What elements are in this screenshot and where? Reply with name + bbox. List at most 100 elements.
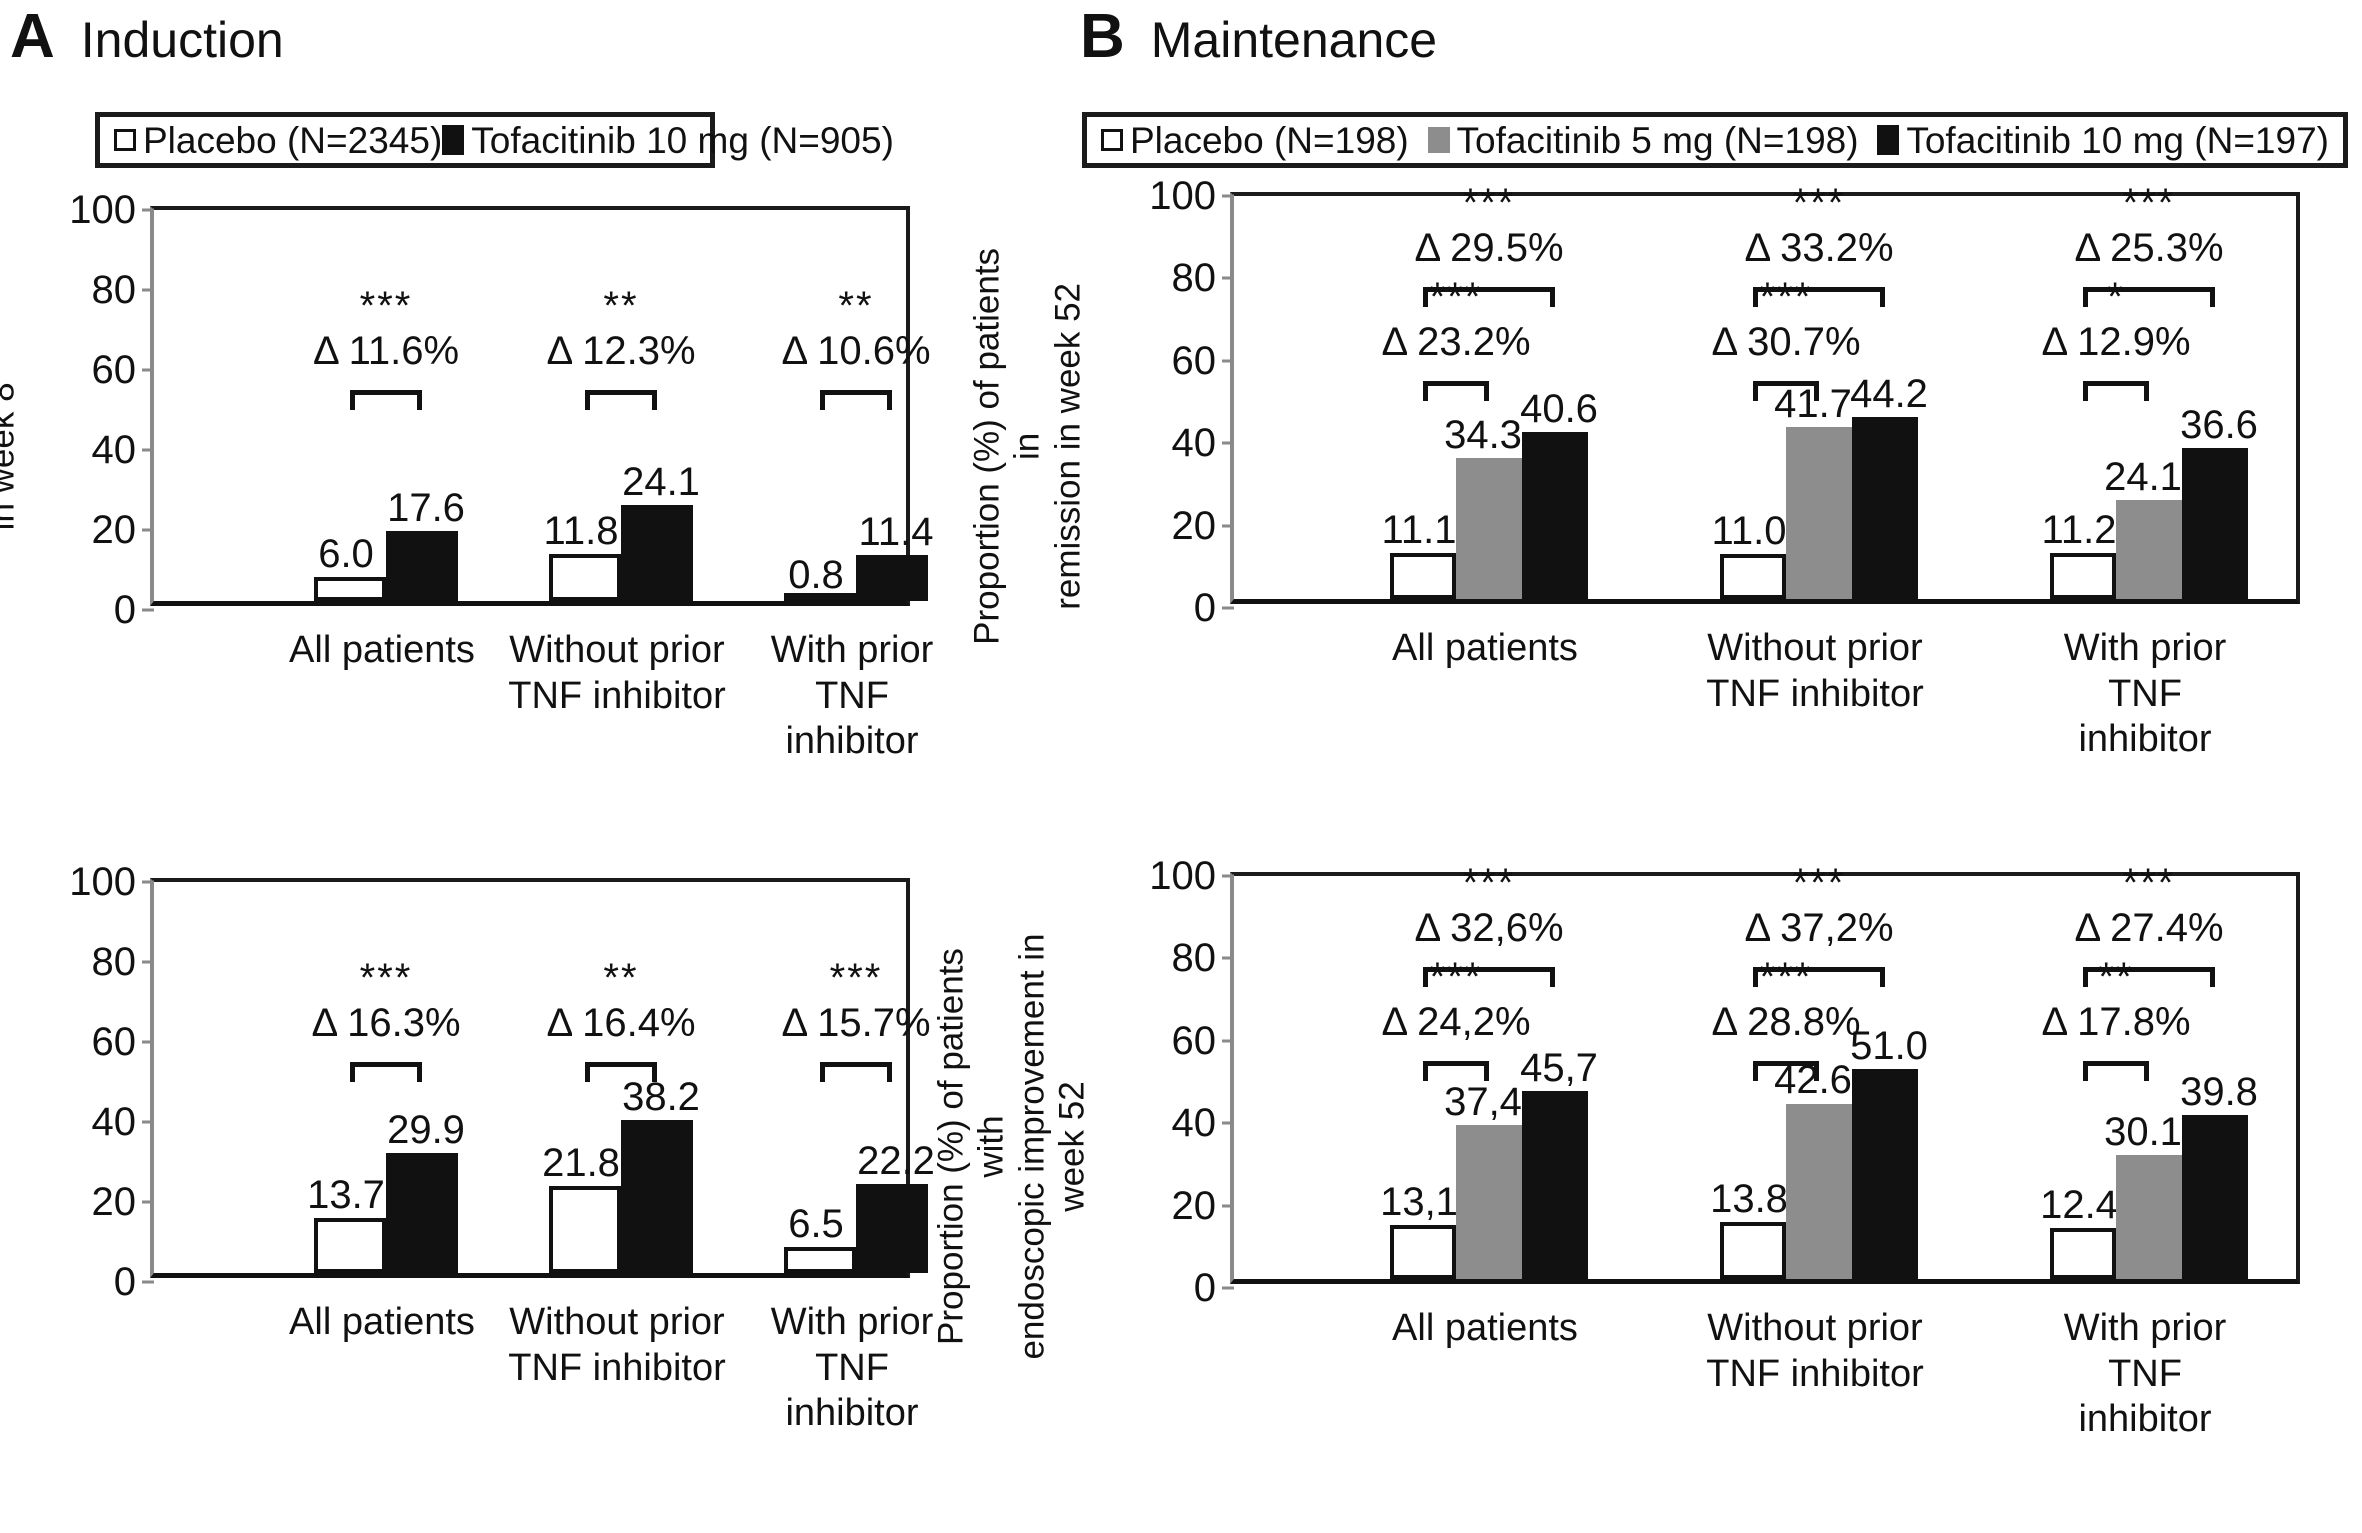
legend-swatch-black-icon (442, 125, 465, 155)
bar-tofa10 (1852, 1068, 1918, 1279)
y-axis-tick: 60 (92, 1022, 155, 1062)
significance-bracket (1423, 966, 1555, 987)
bar-tofa5 (2116, 1155, 2182, 1279)
significance-annotation: *** Δ 32,6% (1414, 863, 1563, 953)
y-axis-tick: 60 (1172, 1021, 1235, 1061)
significance-stars: *** (1462, 860, 1516, 905)
significance-stars: *** (1462, 180, 1516, 225)
bar-value-label: 11.1 (1381, 508, 1457, 553)
significance-bracket (1753, 1061, 1819, 1082)
legend-label: Placebo (N=2345) (143, 119, 443, 161)
bar-value-label: 12.4 (2040, 1182, 2118, 1227)
bar-value-label: 11.0 (1711, 508, 1787, 553)
bar-tofa10 (856, 555, 928, 601)
y-axis-tick: 100 (69, 862, 154, 902)
delta-value: Δ 12.3% (546, 329, 696, 373)
significance-bracket (2083, 966, 2215, 987)
y-axis-title: Proportion (%) of patients with endoscop… (931, 933, 1092, 1360)
significance-stars: *** (1792, 180, 1846, 225)
bar-value-label: 36.6 (2180, 403, 2258, 448)
legend-induction: Placebo (N=2345) Tofacitinib 10 mg (N=905… (95, 112, 894, 168)
legend-label: Tofacitinib 10 mg (N=197) (1906, 119, 2329, 161)
legend-item-0: Placebo (N=198) (1101, 122, 1409, 159)
bar-value-label: 40.6 (1520, 386, 1598, 431)
y-axis-tick: 20 (1172, 1186, 1235, 1226)
bar-tofa10 (1522, 1090, 1588, 1279)
bar-placebo (2050, 1227, 2116, 1279)
bar-placebo (1720, 553, 1786, 599)
delta-value: Δ 16.3% (311, 1001, 461, 1045)
significance-stars: ** (603, 284, 639, 328)
bar-tofa10 (1852, 416, 1918, 599)
plot-area: 0 20 40 60 80 100 13,1 37,4 45,7 13.8 42.6 51.0 12.4… (1149, 856, 2300, 1308)
x-axis-category: All patients (1392, 627, 1578, 669)
bar-placebo (549, 553, 621, 601)
delta-value: Δ 17.8% (2041, 1000, 2191, 1045)
bar-tofa10 (621, 1120, 693, 1273)
significance-bracket (1753, 381, 1819, 402)
significance-annotation: ** Δ 12.3% (546, 286, 695, 376)
bar-placebo (1720, 1222, 1786, 1279)
legend-label: Placebo (N=198) (1130, 119, 1409, 161)
significance-bracket (820, 390, 892, 410)
significance-stars: *** (1759, 275, 1813, 320)
delta-value: Δ 30.7% (1711, 320, 1861, 365)
x-axis-category: Without prior TNF inhibitor (1706, 1307, 1924, 1395)
bar-value-label: 0.8 (788, 552, 844, 597)
legend-item-1: Tofacitinib 5 mg (N=198) (1427, 122, 1859, 159)
y-axis-tick: 40 (1172, 1103, 1235, 1143)
bar-value-label: 17.6 (387, 485, 465, 530)
significance-annotation: *** Δ 25.3% (2074, 183, 2223, 273)
significance-bracket (1753, 966, 1885, 987)
significance-bracket (1423, 381, 1489, 402)
x-axis-category: With prior TNF inhibitor (770, 1301, 934, 1435)
significance-stars: ** (838, 284, 874, 328)
legend-swatch-white-icon (1101, 129, 1123, 151)
chart-b-remission: 0 20 40 60 80 100 11.1 34.3 40.6 11.0 41.7 44.2 11.2… (968, 176, 2362, 760)
significance-annotation: *** Δ 15.7% (781, 958, 930, 1048)
x-axis-category: With prior TNF inhibitor (2063, 627, 2227, 761)
significance-bracket (1423, 1061, 1489, 1082)
y-axis-tick: 80 (92, 942, 155, 982)
bar-value-label: 6.5 (788, 1202, 844, 1246)
y-axis-tick: 60 (92, 350, 155, 390)
bar-value-label: 11.4 (858, 510, 934, 555)
bar-value-label: 39.8 (2180, 1070, 2258, 1115)
y-axis-tick: 40 (92, 1102, 155, 1142)
significance-annotation: *** Δ 28.8% (1711, 957, 1860, 1047)
bar-placebo (314, 1218, 386, 1273)
x-axis-category: With prior TNF inhibitor (770, 629, 934, 763)
bar-tofa10 (386, 1153, 458, 1273)
bar-value-label: 41.7 (1774, 382, 1852, 427)
y-axis-title: Proportion (%) of patients in remission … (0, 382, 22, 531)
x-axis-category: All patients (1392, 1307, 1578, 1349)
delta-value: Δ 33.2% (1744, 225, 1894, 270)
bar-value-label: 13.8 (1710, 1177, 1788, 1222)
delta-value: Δ 23.2% (1381, 320, 1531, 365)
bar-value-label: 13,1 (1380, 1180, 1458, 1225)
bar-tofa5 (1456, 1124, 1522, 1279)
bar-placebo (2050, 552, 2116, 599)
significance-stars: *** (2122, 860, 2176, 905)
y-axis-tick: 0 (114, 590, 154, 630)
panel-b-letter: B (1080, 2, 1125, 71)
y-axis-tick: 20 (1172, 506, 1235, 546)
y-axis-tick: 20 (92, 1182, 155, 1222)
legend-swatch-black-icon (1877, 125, 1900, 155)
y-axis-title: Proportion (%) of patients in remission … (967, 247, 1088, 645)
delta-value: Δ 12.9% (2041, 320, 2191, 365)
delta-value: Δ 32,6% (1414, 905, 1564, 950)
bar-placebo (1390, 553, 1456, 599)
significance-bracket (1423, 286, 1555, 307)
significance-annotation: *** Δ 16.3% (311, 958, 460, 1048)
delta-value: Δ 29.5% (1414, 225, 1564, 270)
y-axis-tick: 40 (92, 430, 155, 470)
significance-annotation: *** Δ 23.2% (1381, 277, 1530, 367)
bar-placebo (784, 1247, 856, 1273)
y-axis-tick: 0 (114, 1262, 154, 1302)
delta-value: Δ 16.4% (546, 1001, 696, 1045)
bar-placebo (549, 1185, 621, 1273)
x-axis-category: Without prior TNF inhibitor (508, 1301, 726, 1389)
significance-annotation: *** Δ 33.2% (1744, 183, 1893, 273)
bar-value-label: 21.8 (542, 1140, 620, 1185)
